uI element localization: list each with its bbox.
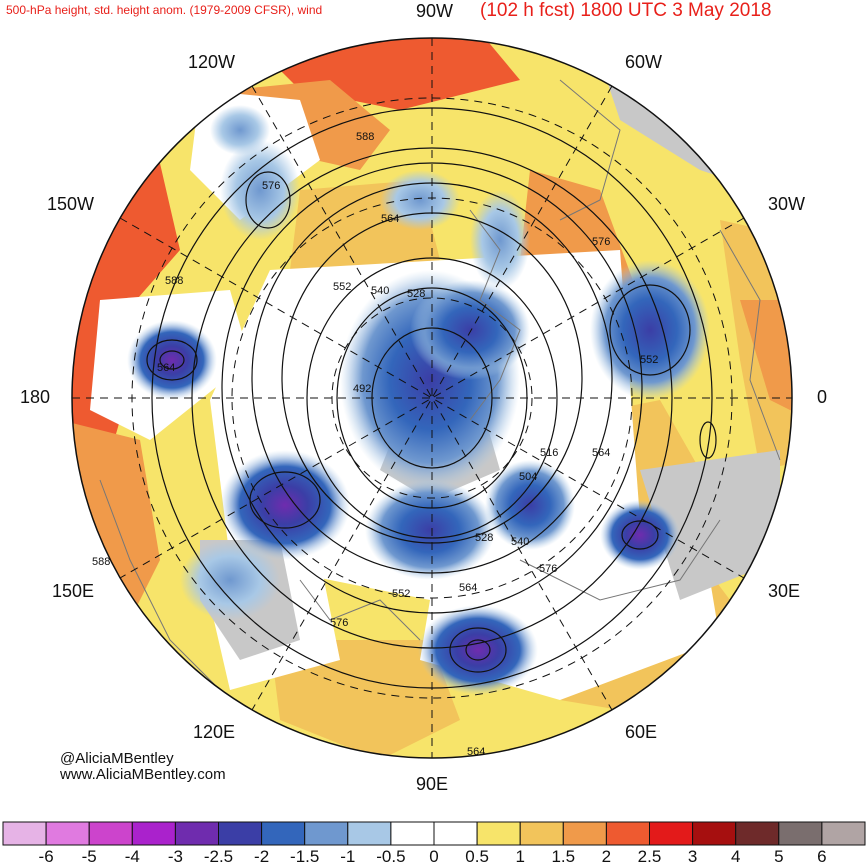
lon-label-120e: 120E (193, 722, 235, 742)
contour-label: 516 (540, 447, 558, 459)
map-title-right: (102 h fcst) 1800 UTC 3 May 2018 (480, 0, 771, 21)
contour-labels: 588 576 564 552 540 528 492 564 576 552 … (92, 131, 658, 758)
contour-label: 552 (392, 588, 410, 600)
lon-label-90e: 90E (416, 774, 448, 794)
colorbar-swatch (735, 821, 780, 846)
contour-label: 588 (356, 131, 374, 143)
colorbar-swatch (821, 821, 866, 846)
contour-label: 564 (592, 447, 610, 459)
contour-label: 564 (467, 746, 485, 758)
colorbar-tick-label: -3 (168, 847, 183, 865)
colorbar-swatch (390, 821, 435, 846)
contour-label: 576 (539, 563, 557, 575)
contour-label: 552 (640, 354, 658, 366)
colorbar-tick-label: 0 (429, 847, 438, 865)
contour-label: 564 (459, 582, 477, 594)
colorbar-tick-label: 3 (688, 847, 697, 865)
graticule (72, 38, 792, 758)
colorbar-tick-label: -2 (254, 847, 269, 865)
colorbar-tick-label: -5 (82, 847, 97, 865)
contour-label: 540 (371, 285, 389, 297)
lon-label-60w: 60W (625, 52, 662, 72)
colorbar-tick-label: 5 (774, 847, 783, 865)
colorbar-swatch (433, 821, 478, 846)
colorbar-tick-label: 2.5 (638, 847, 662, 865)
lon-label-30w: 30W (768, 194, 805, 214)
colorbar-swatch (605, 821, 651, 846)
colorbar-swatch (174, 821, 219, 846)
credit-handle: @AliciaMBentley (60, 750, 174, 767)
colorbar-swatch (778, 821, 823, 846)
contour-label: 504 (519, 471, 537, 483)
contour-label: 528 (475, 532, 493, 544)
credit-website: www.AliciaMBentley.com (59, 766, 226, 783)
lon-label-0: 0 (817, 387, 827, 407)
colorbar-swatch (131, 821, 176, 846)
contour-label: 588 (92, 556, 110, 568)
colorbar-swatch (304, 821, 349, 846)
lon-label-120w: 120W (188, 52, 235, 72)
colorbar-swatch (2, 821, 47, 846)
colorbar-swatch (519, 821, 564, 846)
colorbar-swatch (347, 821, 392, 846)
colorbar-swatch (476, 821, 521, 846)
colorbar-tick-label: 6 (817, 847, 826, 865)
colorbar-swatch (45, 821, 90, 846)
colorbar: -6 -5 -4 -3 -2.5 -2 -1.5 -1 -0.5 0 0.5 1 1.5 2 2.5 3 4 5 6 (2, 821, 866, 865)
contour-label: 564 (157, 362, 175, 374)
lon-label-90w: 90W (416, 1, 453, 21)
colorbar-tick-label: 4 (731, 847, 740, 865)
colorbar-tick-label: -1 (340, 847, 355, 865)
colorbar-tick-label: -4 (125, 847, 140, 865)
contour-label: 588 (165, 275, 183, 287)
colorbar-swatch (692, 821, 737, 846)
lon-label-150w: 150W (47, 194, 94, 214)
coastlines (99, 79, 781, 691)
lon-label-150e: 150E (52, 581, 94, 601)
colorbar-tick-label: -6 (39, 847, 54, 865)
colorbar-tick-label: 0.5 (465, 847, 489, 865)
map-boundary (71, 37, 793, 759)
contour-label: 564 (381, 213, 399, 225)
contour-label: 540 (511, 536, 529, 548)
contour-label: 576 (592, 236, 610, 248)
colorbar-tick-label: 1 (515, 847, 524, 865)
lon-label-30e: 30E (768, 581, 800, 601)
colorbar-tick-label: -1.5 (290, 847, 319, 865)
polar-map (72, 38, 792, 758)
lon-label-180: 180 (20, 387, 50, 407)
contour-label: 576 (330, 617, 348, 629)
colorbar-swatch (261, 821, 306, 846)
contour-label: 492 (353, 383, 371, 395)
map-title-left: 500-hPa height, std. height anom. (1979-… (6, 3, 322, 17)
colorbar-swatch (88, 821, 133, 846)
contour-label: 576 (262, 180, 280, 192)
colorbar-tick-label: 2 (602, 847, 611, 865)
colorbar-tick-label: 1.5 (551, 847, 575, 865)
lon-label-60e: 60E (625, 722, 657, 742)
colorbar-tick-label: -2.5 (204, 847, 233, 865)
colorbar-tick-label: -0.5 (376, 847, 405, 865)
contour-label: 528 (407, 288, 425, 300)
colorbar-swatch (218, 821, 263, 846)
contour-label: 552 (333, 281, 351, 293)
colorbar-swatch (562, 821, 607, 846)
colorbar-swatch (649, 821, 694, 846)
